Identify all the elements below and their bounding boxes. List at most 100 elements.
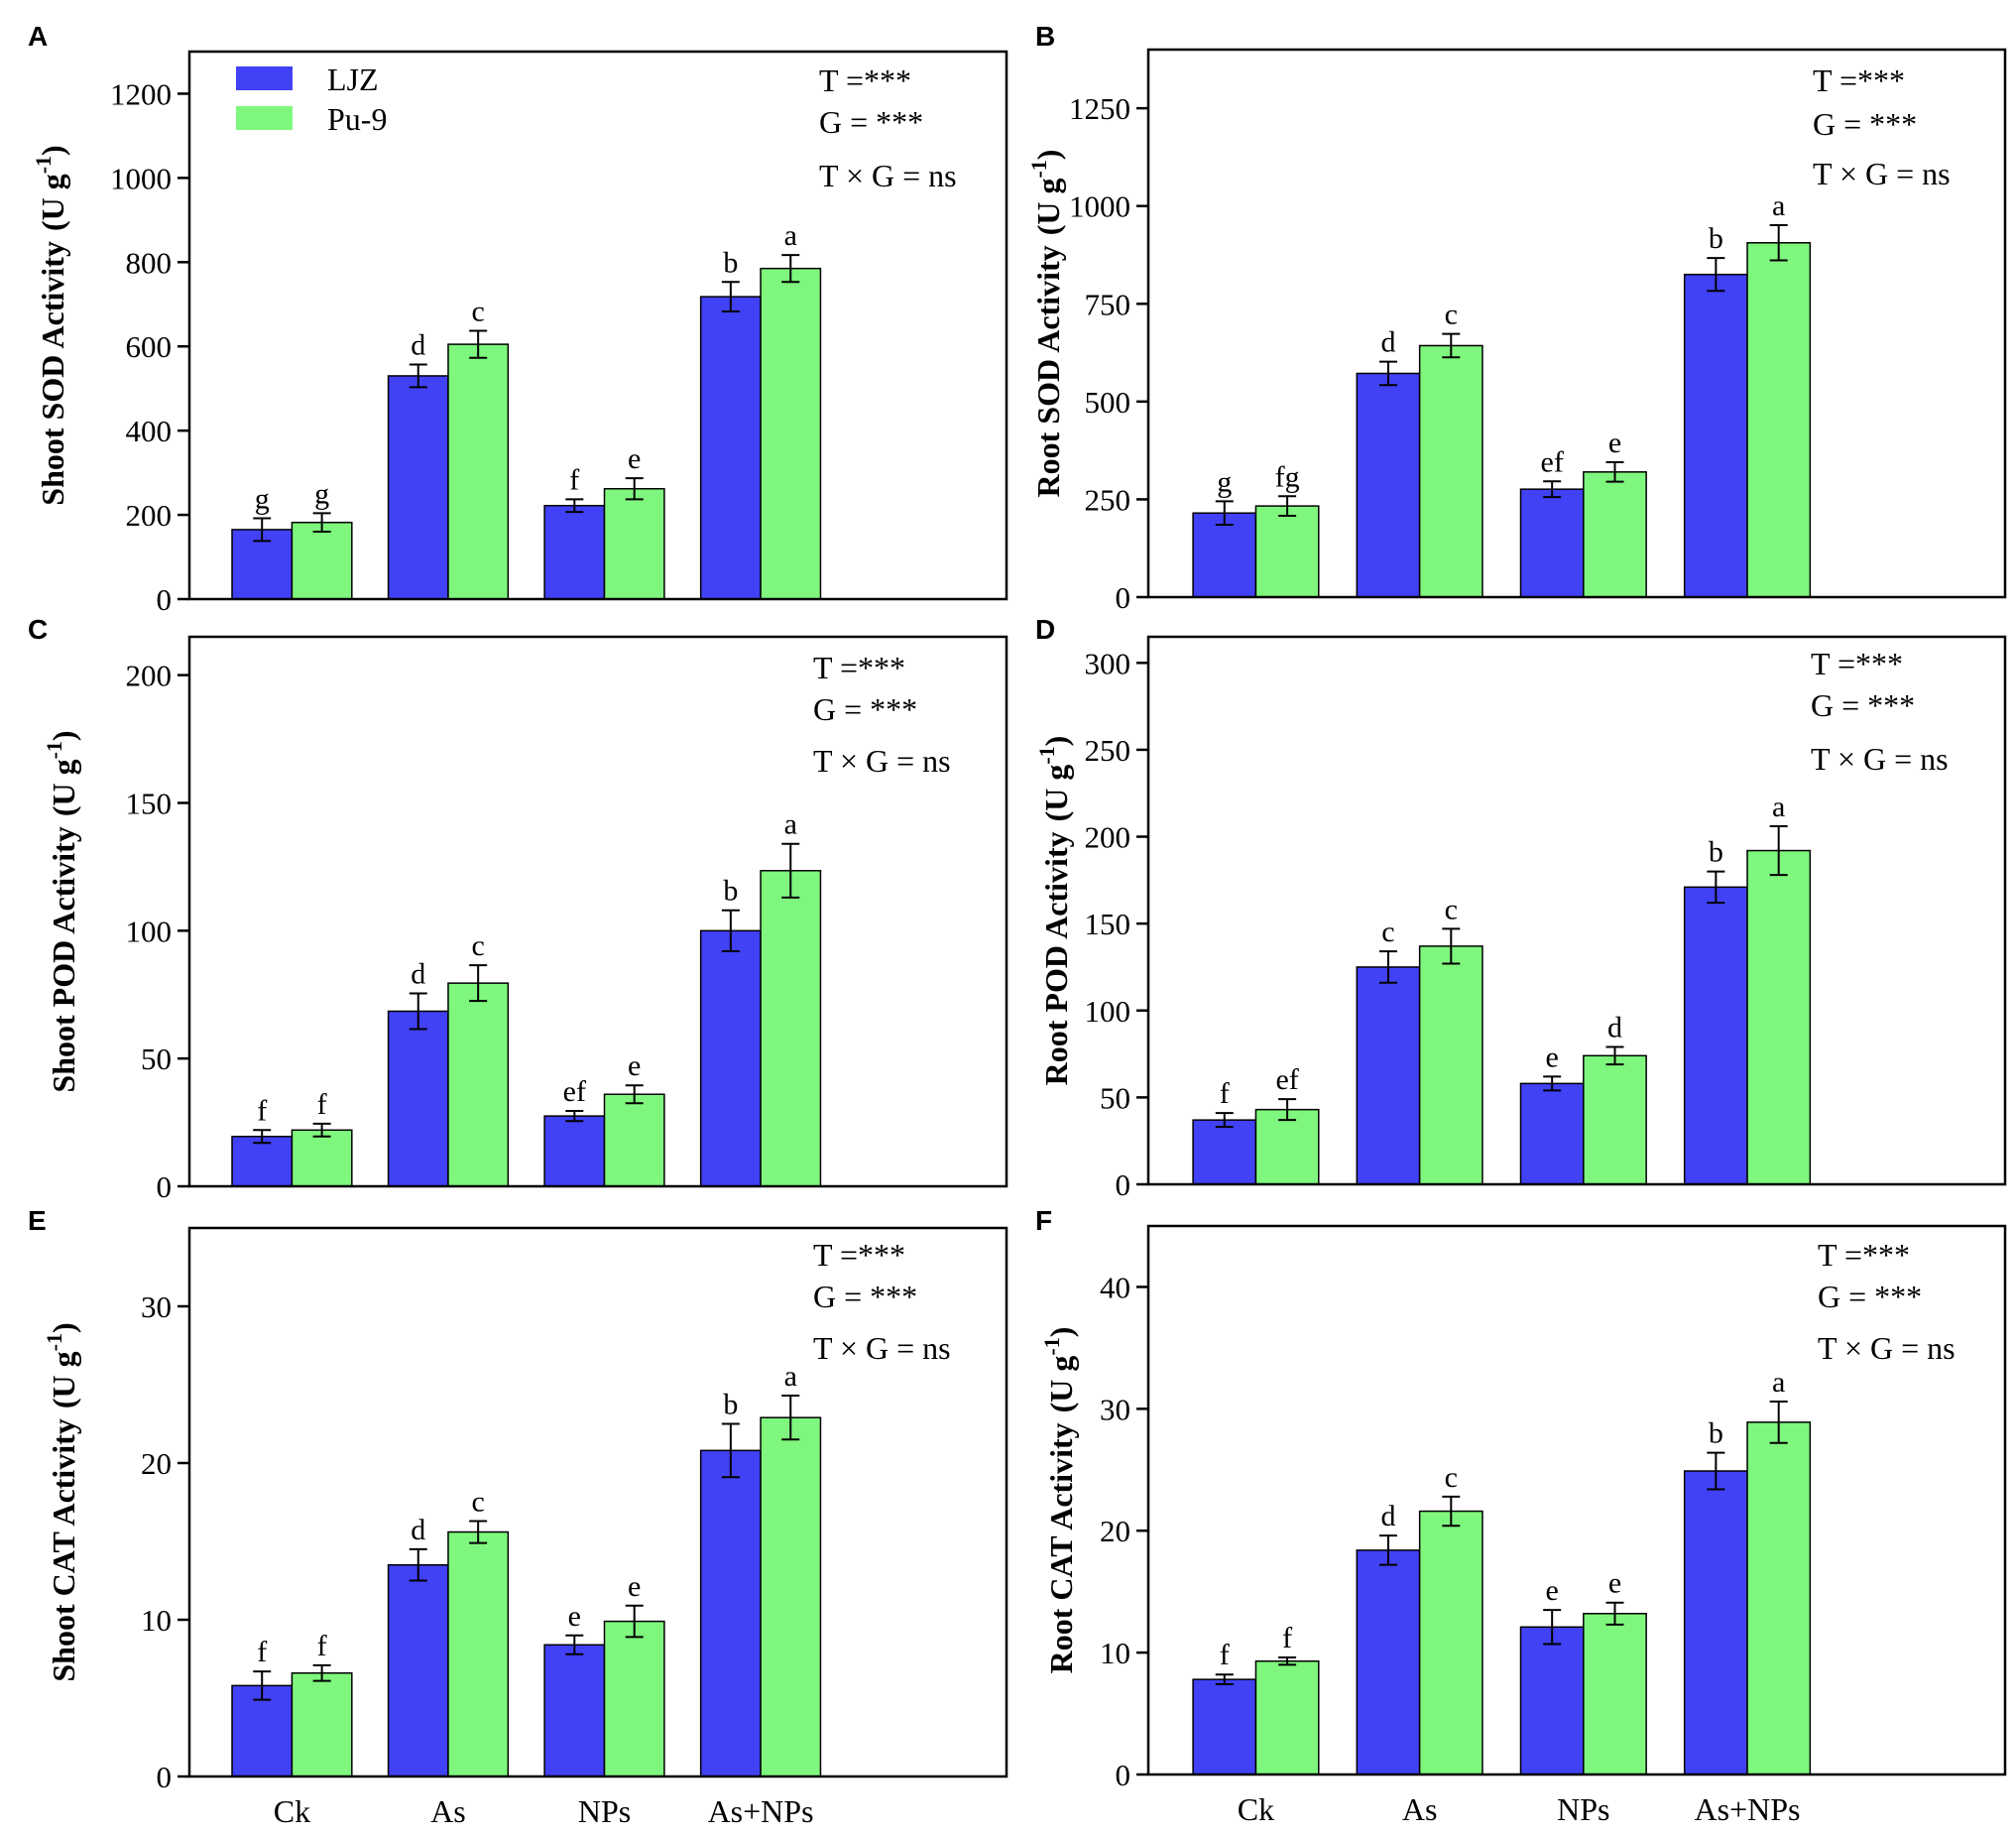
y-axis-label: Root CAT Activity (U g-1): [1039, 1327, 1079, 1674]
y-axis-label-close: ): [35, 145, 70, 156]
y-axis-label-unit: (U g: [35, 174, 70, 231]
stat-annotation: T =***: [813, 650, 905, 685]
y-tick-label: 100: [126, 914, 173, 948]
bar-ljz: [1683, 273, 1748, 598]
bar-pu-9: [1418, 945, 1483, 1185]
bar-pu-9: [603, 488, 665, 600]
significance-letter: c: [471, 296, 484, 328]
panel-e: Ef d e b f c e a 0 10 20 30 Shoot CAT Activity (U g-1…: [28, 1205, 1008, 1829]
error-bar: [409, 1547, 427, 1582]
significance-letter: c: [471, 929, 484, 962]
bar-pu-9: [1583, 1613, 1647, 1775]
y-tick-label: 1250: [1069, 91, 1130, 126]
significance-letter: ef: [1275, 1063, 1298, 1096]
panel-letter: F: [1035, 1205, 1052, 1236]
y-axis-label-sup: -1: [31, 156, 56, 174]
significance-letter: d: [1607, 1012, 1622, 1044]
panel-a: Ag d f b g c e a 0 200 400 600 800 1000 1200 Shoot SOD …: [28, 21, 1008, 617]
error-bar: [1769, 825, 1788, 877]
error-bar: [721, 909, 740, 952]
error-bar: [1378, 950, 1397, 984]
stat-annotation: T × G = ns: [813, 743, 951, 779]
y-tick-label: 800: [126, 245, 173, 280]
y-tick-label: 1200: [110, 76, 172, 111]
bar-pu-9: [1254, 1108, 1320, 1185]
panel-letter: A: [28, 21, 48, 52]
legend: LJZ Pu-9: [236, 61, 387, 137]
error-bar: [253, 1670, 272, 1701]
significance-letter: f: [1220, 1639, 1230, 1671]
y-axis-label-close: ): [1043, 1327, 1079, 1338]
error-bar: [1707, 870, 1725, 905]
y-tick-label: 50: [141, 1041, 172, 1076]
significance-letter: d: [411, 957, 425, 990]
error-bar: [625, 1084, 644, 1105]
y-tick-label: 50: [1100, 1080, 1130, 1115]
bar-ljz: [231, 1136, 294, 1187]
error-bar: [409, 992, 427, 1031]
stat-annotation: T × G = ns: [1813, 156, 1951, 191]
significance-letter: a: [784, 219, 797, 252]
significance-letter: b: [1709, 836, 1723, 869]
panel-letter: E: [28, 1205, 47, 1236]
y-tick-label: 100: [1085, 994, 1131, 1029]
y-tick-label: 40: [1100, 1270, 1130, 1304]
error-bar: [1605, 460, 1624, 483]
error-bar: [1215, 1112, 1234, 1129]
error-bar: [1278, 1656, 1297, 1666]
error-bar: [1707, 1451, 1725, 1491]
stat-annotation: T =***: [1811, 646, 1903, 681]
bar-pu-9: [760, 1416, 822, 1777]
significance-letter: a: [1772, 1366, 1785, 1399]
y-axis-label-main: Shoot CAT Activity: [46, 1418, 81, 1682]
x-tick-label: As+NPs: [708, 1793, 814, 1829]
bar-ljz: [1683, 1470, 1748, 1775]
significance-letter: c: [471, 1485, 484, 1518]
error-bar: [469, 329, 488, 359]
bar-pu-9: [760, 267, 822, 600]
significance-letter: b: [1709, 1417, 1723, 1450]
significance-letter: b: [723, 246, 738, 279]
significance-letter: c: [1445, 1461, 1458, 1494]
panel-d: Df c e b ef c d a 0 50 100 150 200 250 300 Root POD Act…: [1034, 614, 2007, 1202]
bar-ljz: [1356, 966, 1421, 1185]
bar-ljz: [1192, 1119, 1257, 1185]
bar-pu-9: [291, 1129, 353, 1187]
error-bar: [781, 842, 800, 899]
bar-ljz: [543, 1115, 606, 1187]
error-bar: [1215, 1673, 1234, 1686]
significance-letter: c: [1381, 916, 1394, 948]
y-tick-label: 200: [126, 659, 173, 693]
axes-frame: [187, 50, 1008, 601]
y-tick-label: 0: [157, 582, 173, 617]
error-bar: [721, 281, 740, 312]
error-bar: [312, 1663, 331, 1682]
error-bar: [312, 512, 331, 534]
y-axis-label: Root SOD Activity (U g-1): [1026, 150, 1066, 498]
bar-ljz: [1356, 1549, 1421, 1775]
stat-annotation: T × G = ns: [1818, 1330, 1956, 1366]
significance-letter: d: [1380, 326, 1395, 359]
y-tick-label: 20: [141, 1446, 172, 1481]
bar-pu-9: [603, 1620, 665, 1777]
axes-frame: [187, 1226, 1008, 1778]
significance-letter: g: [1217, 465, 1232, 498]
bar-pu-9: [1746, 242, 1812, 598]
bar-pu-9: [1418, 1510, 1483, 1775]
x-tick-label: Ck: [274, 1793, 310, 1829]
stat-annotation: G = ***: [1818, 1279, 1922, 1314]
axes-frame: [1146, 1224, 2007, 1776]
stat-annotation: T =***: [1813, 62, 1905, 98]
significance-letter: ef: [1541, 445, 1564, 478]
error-bar: [253, 517, 272, 543]
bar-pu-9: [603, 1093, 665, 1187]
panel-f: Ff d e b f c e a 0 10 20 30 40 Root CAT Activity (U g-…: [1035, 1205, 2007, 1827]
significance-letter: f: [1220, 1077, 1230, 1110]
y-axis-label-sup: -1: [1039, 1337, 1064, 1355]
significance-letter: f: [257, 1636, 267, 1668]
significance-letter: e: [1608, 1567, 1621, 1600]
bar-pu-9: [1254, 1659, 1320, 1775]
significance-letter: d: [411, 328, 425, 361]
bar-pu-9: [1583, 471, 1647, 598]
significance-letter: a: [1772, 791, 1785, 823]
